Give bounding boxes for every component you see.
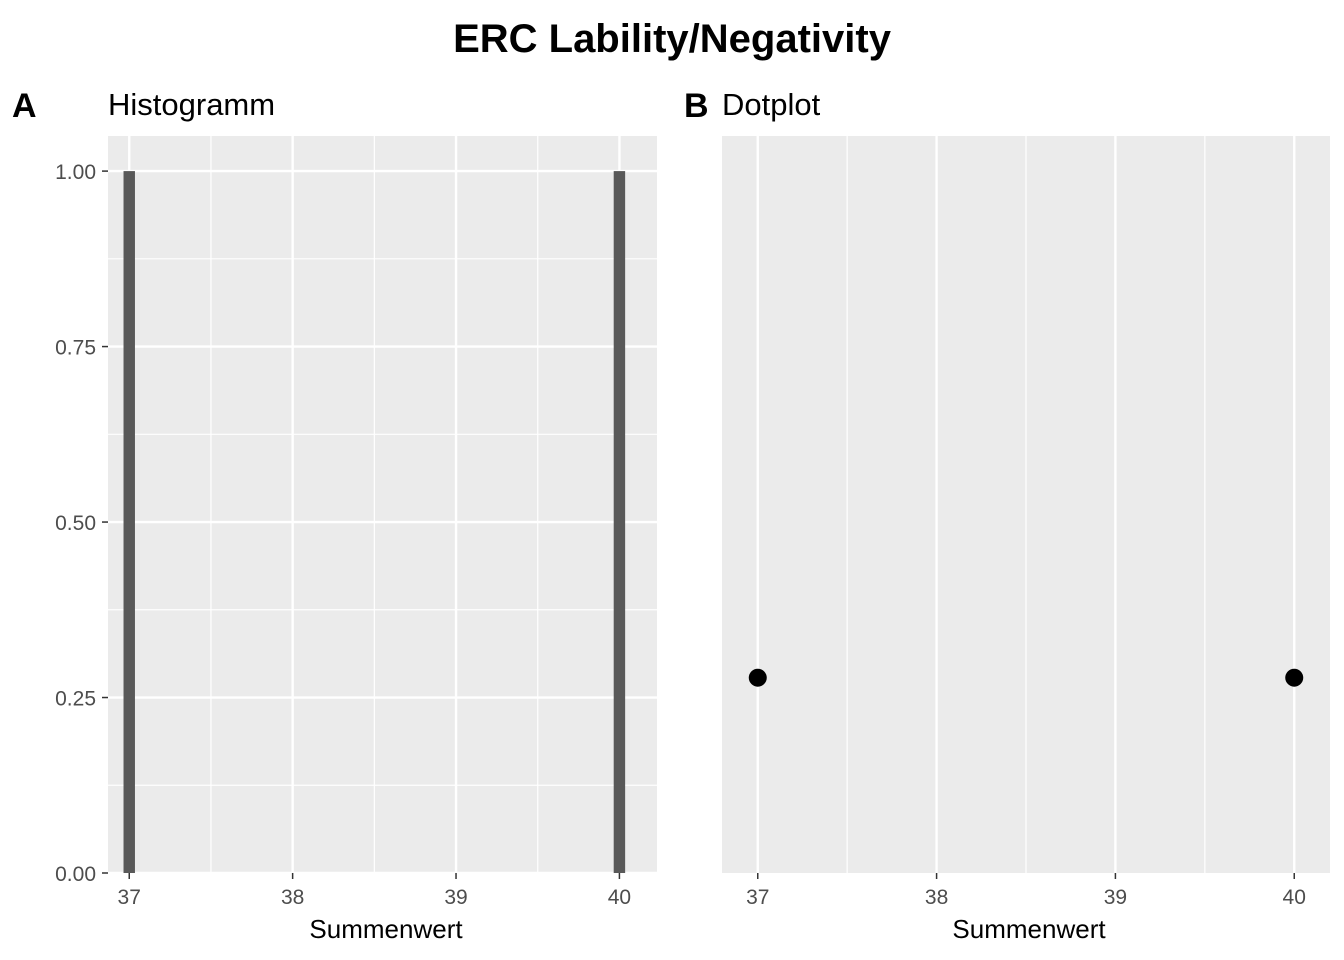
panel-a-subtitle: Histogramm xyxy=(108,87,275,122)
panel-b-xlabel: Summenwert xyxy=(952,914,1106,944)
x-tick-label: 38 xyxy=(281,886,304,909)
panel-b-axes: 37 38 39 40 xyxy=(746,873,1306,909)
panel-a-background xyxy=(108,136,657,873)
y-tick-label: 1.00 xyxy=(55,161,96,184)
x-tick-label: 37 xyxy=(118,886,141,909)
panel-a-axes: 37 38 39 40 0.00 0.25 0.50 0.75 1.00 xyxy=(55,161,631,909)
panel-b-points xyxy=(748,668,1304,687)
x-tick-label: 37 xyxy=(746,886,769,909)
panel-a-bars xyxy=(123,171,626,874)
x-tick-label: 39 xyxy=(1104,886,1127,909)
x-tick-label: 40 xyxy=(1283,886,1306,909)
y-tick-label: 0.00 xyxy=(55,863,96,886)
panel-a-xlabel: Summenwert xyxy=(309,914,463,944)
panel-b-tag: B xyxy=(684,87,709,125)
histogram-bar xyxy=(613,171,626,874)
y-tick-label: 0.50 xyxy=(55,512,96,535)
dot-point xyxy=(748,668,767,687)
histogram-panel: A Histogramm 37 38 39 40 0.00 0.25 0.50 0.75 1.0… xyxy=(12,87,657,944)
y-tick-label: 0.25 xyxy=(55,688,96,711)
panel-b-subtitle: Dotplot xyxy=(722,87,821,122)
panel-a-tag: A xyxy=(12,87,37,125)
x-tick-label: 40 xyxy=(608,886,631,909)
dotplot-panel: B Dotplot 37 38 39 40 Summenwert xyxy=(684,87,1330,944)
panel-b-grid xyxy=(756,136,1296,873)
histogram-bar xyxy=(123,171,135,874)
figure-title: ERC Lability/Negativity xyxy=(453,17,892,61)
x-tick-label: 38 xyxy=(925,886,948,909)
x-tick-label: 39 xyxy=(444,886,467,909)
dot-point xyxy=(1285,668,1304,687)
y-tick-label: 0.75 xyxy=(55,337,96,360)
